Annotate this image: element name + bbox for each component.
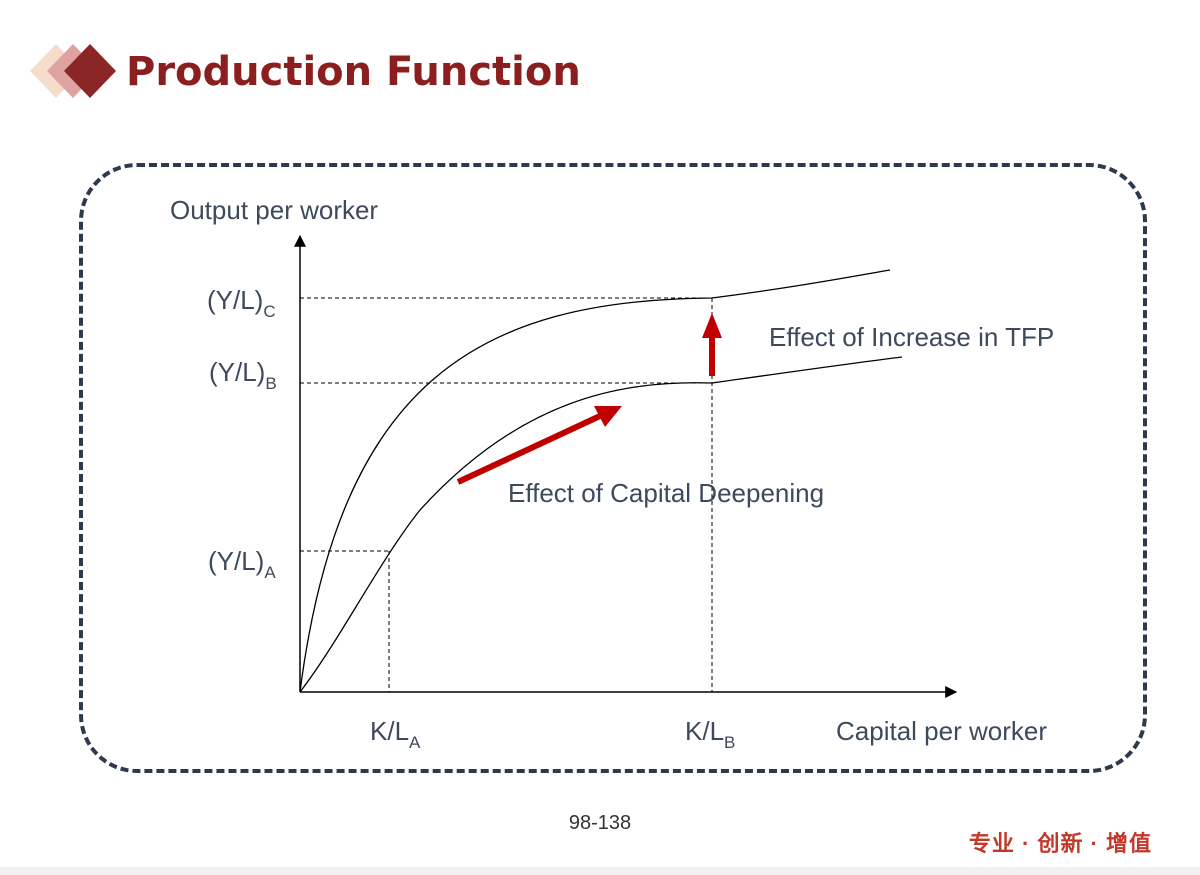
- capital-deepening-arrow-shaft: [456, 413, 602, 485]
- diamond-logo-icon: [30, 44, 116, 98]
- y-axis-label: Output per worker: [170, 195, 378, 225]
- y-level-label-c: (Y/L)C: [207, 285, 276, 321]
- footer-band: [0, 867, 1200, 875]
- production-curve-lower: [299, 356, 903, 693]
- slide-header: Production Function: [0, 0, 1200, 120]
- production-curve-upper: [299, 269, 891, 693]
- capital-deepening-effect-label: Effect of Capital Deepening: [508, 478, 824, 508]
- footer-slogan: 专业 · 创新 · 增值: [968, 831, 1152, 856]
- capital-deepening-arrow-head: [594, 406, 622, 427]
- x-level-label-a: K/LA: [370, 716, 421, 752]
- slide-title: Production Function: [126, 49, 581, 95]
- diagram-frame: [79, 163, 1147, 773]
- y-level-label-a: (Y/L)A: [208, 546, 276, 582]
- y-level-label-b: (Y/L)B: [209, 357, 277, 393]
- x-axis-label: Capital per worker: [836, 716, 1047, 746]
- page-number: 98-138: [568, 812, 632, 834]
- tfp-arrow-head: [702, 313, 722, 338]
- tfp-effect-label: Effect of Increase in TFP: [769, 322, 1054, 352]
- x-level-label-b: K/LB: [685, 716, 735, 752]
